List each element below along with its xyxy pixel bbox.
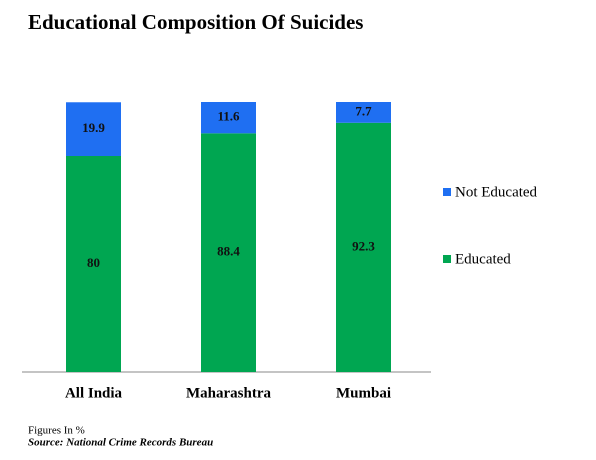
bar-segment <box>66 102 121 156</box>
bar-segment <box>66 156 121 372</box>
bar-segment <box>336 122 391 372</box>
bar-segment <box>201 102 256 134</box>
x-tick-label: Mumbai <box>336 385 391 401</box>
legend-label: Not Educated <box>455 184 538 200</box>
legend-swatch <box>443 255 451 263</box>
legend-label: Educated <box>455 251 511 267</box>
source: Source: National Crime Records Bureau <box>28 437 213 449</box>
bar-segment <box>201 133 256 372</box>
data-label: 11.6 <box>217 109 240 124</box>
x-tick-label: Maharashtra <box>186 385 271 401</box>
data-label: 19.9 <box>82 120 105 135</box>
data-label: 80 <box>87 255 100 270</box>
data-label: 88.4 <box>217 244 240 259</box>
legend-swatch <box>443 188 451 196</box>
chart-title: Educational Composition Of Suicides <box>28 10 363 34</box>
x-tick-label: All India <box>65 385 123 401</box>
data-label: 7.7 <box>355 103 372 118</box>
note: Figures In % <box>28 425 85 437</box>
data-label: 92.3 <box>352 238 375 253</box>
bar-segment <box>336 102 391 123</box>
